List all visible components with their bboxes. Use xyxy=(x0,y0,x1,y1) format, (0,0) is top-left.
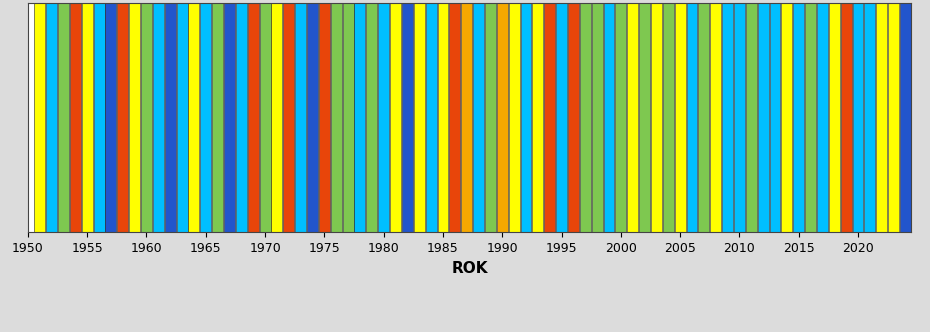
Bar xyxy=(616,3,626,232)
Bar xyxy=(627,3,638,232)
Bar xyxy=(414,3,425,232)
Bar xyxy=(473,3,484,232)
Bar xyxy=(532,3,543,232)
Bar xyxy=(295,3,306,232)
Bar xyxy=(200,3,211,232)
Bar xyxy=(556,3,567,232)
Bar xyxy=(426,3,436,232)
Bar xyxy=(390,3,401,232)
Bar xyxy=(379,3,389,232)
Bar xyxy=(805,3,816,232)
Bar xyxy=(841,3,852,232)
Bar xyxy=(686,3,698,232)
X-axis label: ROK: ROK xyxy=(451,261,488,276)
Bar xyxy=(402,3,413,232)
Bar xyxy=(94,3,104,232)
Bar xyxy=(829,3,840,232)
Bar xyxy=(342,3,353,232)
Bar xyxy=(674,3,685,232)
Bar xyxy=(793,3,804,232)
Bar xyxy=(224,3,235,232)
Bar xyxy=(177,3,188,232)
Bar xyxy=(319,3,330,232)
Bar xyxy=(366,3,378,232)
Bar xyxy=(817,3,828,232)
Bar xyxy=(853,3,863,232)
Bar xyxy=(604,3,615,232)
Bar xyxy=(437,3,448,232)
Bar xyxy=(117,3,128,232)
Bar xyxy=(34,3,46,232)
Bar xyxy=(272,3,283,232)
Bar xyxy=(129,3,140,232)
Bar xyxy=(698,3,710,232)
Bar xyxy=(865,3,875,232)
Bar xyxy=(189,3,199,232)
Bar xyxy=(651,3,662,232)
Bar xyxy=(331,3,341,232)
Bar xyxy=(354,3,365,232)
Bar xyxy=(591,3,603,232)
Bar xyxy=(105,3,116,232)
Bar xyxy=(307,3,318,232)
Bar xyxy=(449,3,460,232)
Bar xyxy=(461,3,472,232)
Bar xyxy=(141,3,152,232)
Bar xyxy=(734,3,745,232)
Bar xyxy=(82,3,93,232)
Bar xyxy=(46,3,57,232)
Bar xyxy=(663,3,673,232)
Bar xyxy=(236,3,246,232)
Bar xyxy=(568,3,578,232)
Bar xyxy=(544,3,555,232)
Bar xyxy=(711,3,721,232)
Bar xyxy=(888,3,899,232)
Bar xyxy=(153,3,164,232)
Bar xyxy=(247,3,259,232)
Bar xyxy=(639,3,650,232)
Bar xyxy=(579,3,591,232)
Bar xyxy=(900,3,910,232)
Bar xyxy=(521,3,531,232)
Bar xyxy=(497,3,508,232)
Bar xyxy=(165,3,176,232)
Bar xyxy=(58,3,69,232)
Legend: skrajnie sucho, bardzo sucho, sucho, norma, wilgotno, bardzo wilgotno, skrajnie : skrajnie sucho, bardzo sucho, sucho, nor… xyxy=(101,327,838,332)
Bar xyxy=(259,3,271,232)
Bar xyxy=(485,3,496,232)
Bar xyxy=(212,3,223,232)
Bar xyxy=(509,3,520,232)
Bar xyxy=(284,3,294,232)
Bar xyxy=(769,3,780,232)
Bar xyxy=(781,3,792,232)
Bar xyxy=(758,3,768,232)
Bar xyxy=(70,3,81,232)
Bar xyxy=(876,3,887,232)
Bar xyxy=(722,3,733,232)
Bar xyxy=(746,3,757,232)
